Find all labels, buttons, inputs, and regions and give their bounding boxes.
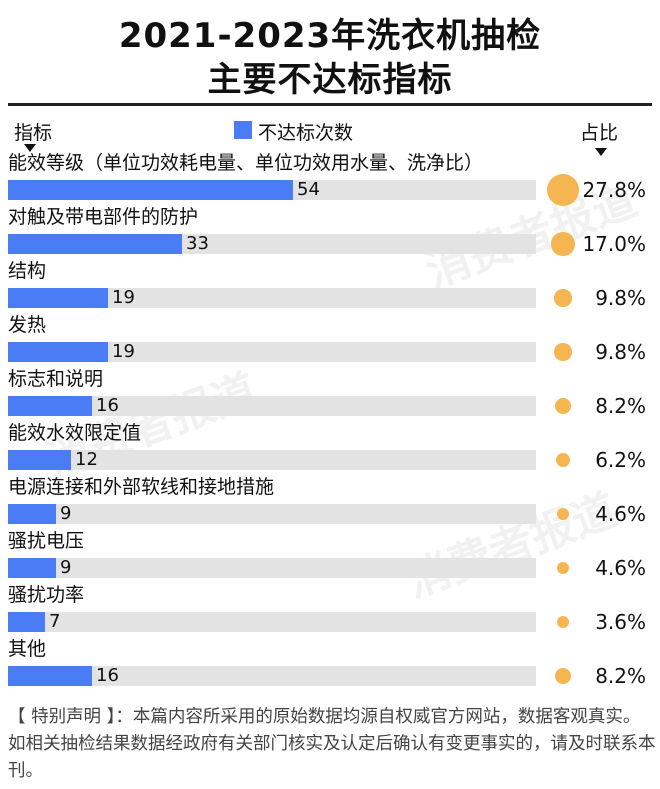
legend-swatch [234,121,252,139]
share-label: 8.2% [595,394,646,418]
bar [8,504,56,524]
bar-track [8,504,536,524]
share-label: 4.6% [595,556,646,580]
bar [8,666,92,686]
value-label: 9 [60,557,72,578]
bar [8,396,92,416]
title-divider [8,103,652,106]
value-label: 19 [112,287,135,308]
legend-label: 不达标次数 [258,122,354,144]
category-label: 能效水效限定值 [8,422,142,444]
share-label: 6.2% [595,448,646,472]
value-label: 12 [75,449,98,470]
footer-disclaimer: 【 特别声明 】：本篇内容所采用的原始数据均源自权威官方网站，数据客观真实。如相… [8,707,656,781]
category-label: 标志和说明 [8,368,104,390]
bar [8,342,108,362]
bar [8,558,56,578]
indicator-header: 指标 [14,122,53,144]
category-label: 能效等级（单位功效耗电量、单位功效用水量、洗净比） [8,152,484,174]
category-label: 电源连接和外部软线和接地措施 [8,476,275,498]
category-label: 结构 [8,260,47,282]
value-label: 19 [112,341,135,362]
value-label: 7 [49,611,61,632]
share-label: 8.2% [595,664,646,688]
bar-track [8,666,536,686]
bar [8,288,108,308]
share-dot [554,343,572,361]
share-label: 9.8% [595,286,646,310]
share-label: 17.0% [582,232,646,256]
chart-title-line2: 主要不达标指标 [207,60,453,100]
share-label: 9.8% [595,340,646,364]
watermark: 消费者报道 [399,484,624,608]
share-dot [555,668,571,684]
share-label: 4.6% [595,502,646,526]
bar [8,450,71,470]
category-label: 骚扰功率 [8,584,85,606]
bar-track [8,396,536,416]
bar [8,612,45,632]
bar-track [8,342,536,362]
share-dot [551,232,575,256]
chart-title-line1: 2021-2023年洗衣机抽检 [118,16,542,56]
share-label: 3.6% [595,610,646,634]
bar-track [8,450,536,470]
value-label: 16 [96,665,119,686]
category-label: 其他 [8,638,47,660]
value-label: 54 [297,179,320,200]
share-header-arrow-icon [595,148,607,156]
bar-track [8,612,536,632]
share-label: 27.8% [582,178,646,202]
value-label: 16 [96,395,119,416]
share-dot [555,452,571,468]
share-dot [555,398,571,414]
indicator-header-arrow-icon [24,144,36,152]
bar-track [8,558,536,578]
share-dot [556,615,570,629]
value-label: 9 [60,503,72,524]
bar [8,234,182,254]
category-label: 发热 [8,314,47,336]
value-label: 33 [186,233,209,254]
share-dot [556,507,570,521]
category-label: 对触及带电部件的防护 [8,206,199,228]
bar-track [8,288,536,308]
category-label: 骚扰电压 [8,530,85,552]
share-header: 占比 [580,122,619,144]
share-dot [554,289,572,307]
share-dot [556,561,570,575]
bar [8,180,293,200]
share-dot [546,173,580,207]
